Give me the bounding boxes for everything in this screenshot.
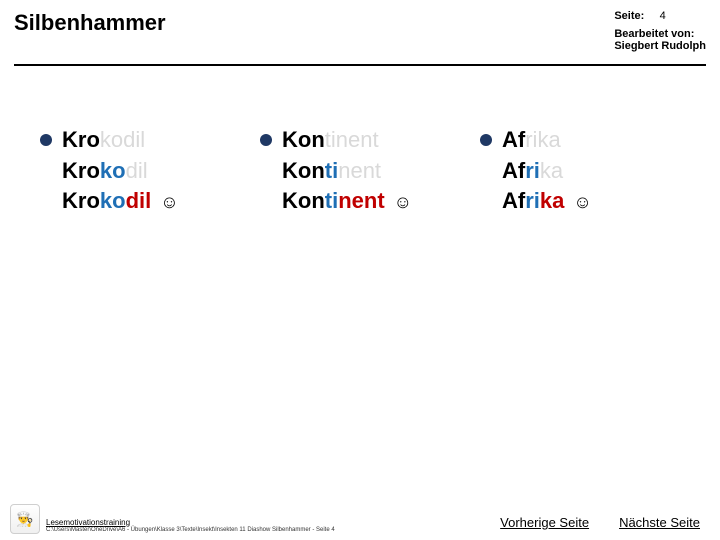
syllable: Af — [502, 158, 525, 183]
syllable: nent — [336, 127, 379, 152]
word-row: Kontinent ☺ — [282, 187, 412, 216]
syllable: dil — [126, 158, 148, 183]
syllable: nent — [338, 188, 384, 213]
page-root: Silbenhammer Seite: 4 Bearbeitet von: Si… — [0, 0, 720, 540]
word-stack: AfrikaAfrikaAfrika ☺ — [502, 126, 592, 216]
syllable: Kro — [62, 158, 100, 183]
syllable: ri — [525, 127, 537, 152]
syllable: ko — [100, 127, 123, 152]
page-number-line: Seite: 4 — [614, 10, 706, 22]
bullet-icon — [480, 134, 492, 146]
syllable: ko — [100, 158, 126, 183]
page-number-gap — [647, 10, 656, 22]
footer-text: Lesemotivationstraining C:\Users\Master\… — [46, 519, 335, 534]
page-number-value: 4 — [660, 10, 666, 22]
file-path-text: C:\Users\Master\OneDrive\A6 - Übungen\Kl… — [46, 527, 335, 534]
bullet-row: KontinentKontinentKontinent ☺ — [260, 126, 460, 216]
footer: 👨‍🍳 Lesemotivationstraining C:\Users\Mas… — [0, 500, 720, 540]
syllable: ri — [525, 158, 540, 183]
footer-left: 👨‍🍳 Lesemotivationstraining C:\Users\Mas… — [10, 504, 335, 534]
word-row: Afrika — [502, 157, 592, 186]
syllable: ka — [540, 158, 563, 183]
word-row: Kontinent — [282, 157, 412, 186]
syllable: ti — [325, 127, 336, 152]
bullet-icon — [40, 134, 52, 146]
word-row: Afrika ☺ — [502, 187, 592, 216]
syllable: Af — [502, 127, 525, 152]
word-row: Krokodil ☺ — [62, 187, 179, 216]
bullet-row: KrokodilKrokodilKrokodil ☺ — [40, 126, 240, 216]
syllable: ko — [100, 188, 126, 213]
syllable: Kro — [62, 127, 100, 152]
edited-by-value: Siegbert Rudolph — [614, 40, 706, 52]
word-column: KontinentKontinentKontinent ☺ — [260, 126, 460, 540]
syllable: Kro — [62, 188, 100, 213]
header-meta: Seite: 4 Bearbeitet von: Siegbert Rudolp… — [614, 10, 706, 52]
word-row: Krokodil — [62, 157, 179, 186]
word-row: Afrika — [502, 126, 592, 155]
syllable: Af — [502, 188, 525, 213]
header-top: Silbenhammer Seite: 4 Bearbeitet von: Si… — [14, 10, 706, 52]
smile-icon: ☺ — [568, 192, 591, 212]
edited-by: Bearbeitet von: Siegbert Rudolph — [614, 28, 706, 52]
word-column: AfrikaAfrikaAfrika ☺ — [480, 126, 680, 540]
syllable: ri — [525, 188, 540, 213]
word-row: Kontinent — [282, 126, 412, 155]
chef-logo-icon: 👨‍🍳 — [10, 504, 40, 534]
smile-icon: ☺ — [389, 192, 412, 212]
bullet-icon — [260, 134, 272, 146]
word-column: KrokodilKrokodilKrokodil ☺ — [40, 126, 240, 540]
word-stack: KrokodilKrokodilKrokodil ☺ — [62, 126, 179, 216]
next-page-link[interactable]: Nächste Seite — [619, 515, 700, 530]
smile-icon: ☺ — [155, 192, 178, 212]
syllable: Kon — [282, 158, 325, 183]
syllable: ti — [325, 158, 338, 183]
word-row: Krokodil — [62, 126, 179, 155]
syllable: nent — [338, 158, 381, 183]
prev-page-link[interactable]: Vorherige Seite — [500, 515, 589, 530]
page-title: Silbenhammer — [14, 10, 166, 36]
syllable: ka — [537, 127, 560, 152]
page-label: Seite: — [614, 10, 644, 22]
header: Silbenhammer Seite: 4 Bearbeitet von: Si… — [0, 0, 720, 58]
syllable: ka — [540, 188, 564, 213]
syllable: Kon — [282, 188, 325, 213]
syllable: Kon — [282, 127, 325, 152]
edited-by-label: Bearbeitet von: — [614, 28, 706, 40]
syllable: dil — [126, 188, 152, 213]
syllable: ti — [325, 188, 338, 213]
word-stack: KontinentKontinentKontinent ☺ — [282, 126, 412, 216]
bullet-row: AfrikaAfrikaAfrika ☺ — [480, 126, 680, 216]
syllable: dil — [123, 127, 145, 152]
footer-nav: Vorherige Seite Nächste Seite — [500, 515, 700, 530]
content-area: KrokodilKrokodilKrokodil ☺KontinentKonti… — [0, 66, 720, 540]
